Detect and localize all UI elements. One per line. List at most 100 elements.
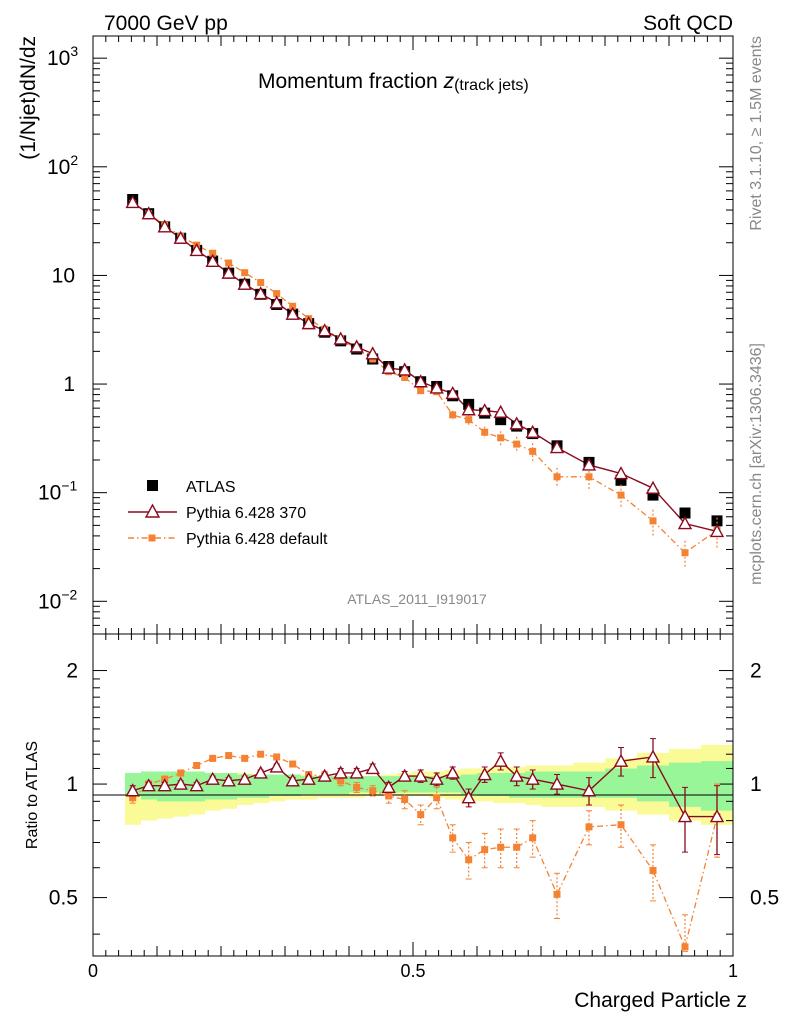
pythia-default-point xyxy=(257,279,265,287)
y-tick-label: 10−1 xyxy=(38,478,78,505)
mcplots-label: mcplots.cern.ch [arXiv:1306.3436] xyxy=(748,343,765,585)
y-tick-label: 10 xyxy=(52,264,75,287)
pythia370-point xyxy=(253,286,268,300)
ratio-pythia370-point xyxy=(253,765,268,779)
atlas-point xyxy=(495,414,507,426)
y-tick-exponent: −1 xyxy=(61,478,77,494)
pythia370-point xyxy=(237,276,252,290)
ratio-pythia370-point xyxy=(173,776,188,790)
ratio-default-point xyxy=(129,794,137,802)
ratio-default-point xyxy=(465,856,473,864)
ratio-tick-label-left: 2 xyxy=(66,660,78,683)
pythia370-point xyxy=(709,523,725,538)
ratio-default-point xyxy=(529,834,537,842)
ratio-pythia370-point xyxy=(317,768,332,782)
ratio-pythia370-point xyxy=(157,778,172,792)
chart-title-symbol: z xyxy=(443,70,455,93)
ratio-pythia370-point xyxy=(269,759,284,773)
ratio-default-point xyxy=(553,890,561,898)
ratio-pythia370-point xyxy=(509,768,524,782)
pythia370-point xyxy=(645,480,661,494)
legend-pythia370-marker xyxy=(144,503,161,518)
y-tick-label: 1 xyxy=(63,373,75,396)
pythia370-point xyxy=(285,306,300,320)
ratio-default-point xyxy=(241,754,249,762)
ratio-pythia370-point xyxy=(349,765,364,779)
pythia-default-point xyxy=(241,269,249,277)
ratio-default-point xyxy=(617,821,625,829)
ratio-default-point xyxy=(513,843,521,851)
ratio-default-line xyxy=(132,753,718,949)
atlas-point xyxy=(647,489,659,501)
ratio-pythia370-point xyxy=(237,771,252,785)
ratio-pythia370-point xyxy=(525,771,540,785)
x-tick-labels: 0 0.5 1 xyxy=(88,961,738,981)
legend-default-label: Pythia 6.428 default xyxy=(186,531,328,548)
ratio-tick-label-left: 0.5 xyxy=(49,887,78,910)
ratio-pythia370-point xyxy=(221,773,236,787)
pythia-default-point xyxy=(225,259,233,267)
chart-title: Momentum fraction z(track jets) xyxy=(258,70,529,94)
legend: ATLAS Pythia 6.428 370 Pythia 6.428 defa… xyxy=(128,479,328,548)
ratio-pythia370-point xyxy=(429,771,444,785)
main-data-layer xyxy=(125,193,725,569)
legend-atlas-label: ATLAS xyxy=(186,479,236,496)
y-tick-base: 10 xyxy=(38,590,61,613)
ratio-tick-label-right: 1 xyxy=(750,773,762,796)
ratio-default-point xyxy=(177,769,185,777)
y-tick-base: 1 xyxy=(63,373,75,396)
header-process: Soft QCD xyxy=(643,12,733,35)
x-tick-label: 0 xyxy=(88,961,98,981)
pythia370-point xyxy=(677,516,693,530)
pythia370-point xyxy=(365,346,380,360)
ratio-pythia370-point xyxy=(477,767,492,781)
ratio-default-point xyxy=(433,794,441,802)
ratio-pythia370-point xyxy=(141,778,156,792)
pythia370-point xyxy=(349,339,364,353)
pythia370-point xyxy=(581,457,597,471)
pythia370-point xyxy=(125,194,140,209)
legend-pythia370-label: Pythia 6.428 370 xyxy=(186,505,306,522)
ratio-pythia370-point xyxy=(413,768,428,782)
pythia370-point xyxy=(333,331,348,345)
ratio-default-point xyxy=(385,792,393,800)
y-tick-label: 10−2 xyxy=(38,586,78,613)
ratio-pythia370-point xyxy=(189,778,204,792)
pythia370-point xyxy=(189,242,204,257)
ratio-pythia370-point xyxy=(645,749,661,763)
pythia-default-point xyxy=(273,290,281,298)
pythia370-point xyxy=(221,265,236,279)
pythia370-point xyxy=(525,424,540,438)
ratio-default-point xyxy=(649,866,657,874)
ratio-pythia370-point xyxy=(397,768,412,782)
ratio-default-point xyxy=(337,777,345,785)
y-axis-label: (1/Njet)dN/dz xyxy=(17,36,40,160)
pythia370-point xyxy=(461,402,476,416)
uncertainty-band-inner xyxy=(125,761,733,811)
y-tick-exponent: 3 xyxy=(70,43,78,59)
pythia370-point xyxy=(301,316,316,330)
pythia-default-point xyxy=(617,491,625,499)
pythia370-point xyxy=(613,466,629,480)
legend-atlas-marker xyxy=(147,480,158,491)
ratio-pythia370-point xyxy=(285,773,300,787)
y-tick-base: 10 xyxy=(47,47,70,70)
ratio-default-point xyxy=(193,762,201,770)
ratio-default-point xyxy=(369,787,377,795)
y-tick-exponent: −2 xyxy=(61,586,77,602)
ratio-pythia370-point xyxy=(445,765,460,779)
ratio-default-point xyxy=(353,783,361,791)
ratio-pythia370-point xyxy=(709,809,725,823)
ratio-default-point xyxy=(681,943,689,951)
pythia370-point xyxy=(477,403,492,417)
y-tick-base: 10 xyxy=(38,482,61,505)
ratio-default-point xyxy=(257,750,265,758)
ratio-pythia370-point xyxy=(125,783,140,797)
legend-default-marker xyxy=(148,534,156,542)
chart-title-text: Momentum fraction xyxy=(258,70,444,93)
pythia370-point xyxy=(413,374,428,388)
ratio-tick-label-right: 0.5 xyxy=(750,887,779,910)
ratio-pythia370-point xyxy=(581,783,597,797)
